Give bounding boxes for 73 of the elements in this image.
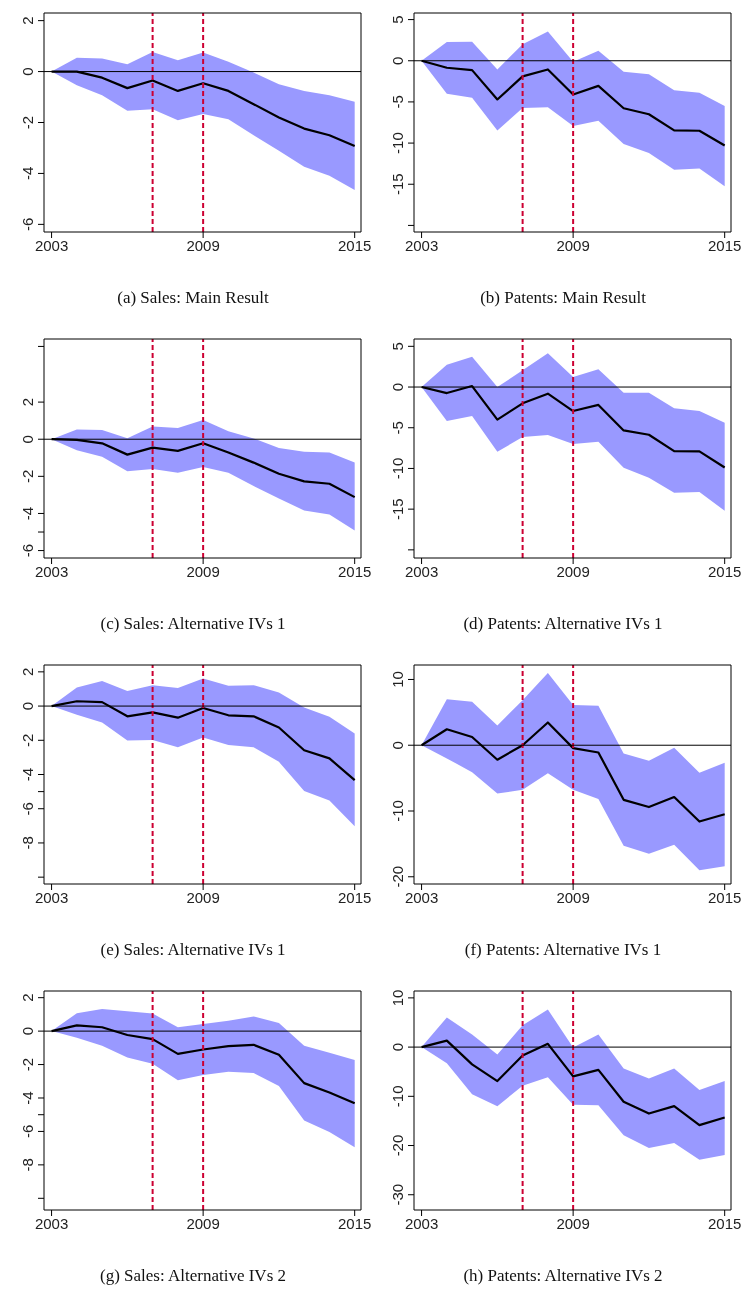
text: (e) Sales: Alternative IVs 1 xyxy=(99,940,287,960)
y-tick-label: -2 xyxy=(19,469,36,484)
text: (g) Sales: Alternative IVs 2 xyxy=(99,1266,287,1286)
y-tick-label: -4 xyxy=(19,506,36,521)
x-tick-label: 2015 xyxy=(338,562,372,580)
y-tick-label: -6 xyxy=(19,543,36,558)
y-tick-label: -15 xyxy=(389,173,406,196)
y-tick-label: -15 xyxy=(389,498,406,520)
x-tick-label: 2003 xyxy=(34,562,69,580)
x-tick-label: 2009 xyxy=(186,236,220,254)
y-tick-label: -20 xyxy=(389,1134,406,1157)
text: (b) Patents: Main Result xyxy=(479,288,647,308)
y-tick-label: 0 xyxy=(19,435,36,444)
x-tick-label: 2015 xyxy=(338,236,372,254)
x-tick-label: 2003 xyxy=(404,236,439,254)
y-tick-label: 0 xyxy=(19,67,36,76)
text: (d) Patents: Alternative IVs 1 xyxy=(462,614,664,634)
y-tick-label: -6 xyxy=(19,802,36,816)
y-tick-label: 10 xyxy=(389,989,406,1007)
y-tick-label: 2 xyxy=(19,16,36,25)
y-tick-label: -4 xyxy=(19,166,36,181)
text: (c) Sales: Alternative IVs 1 xyxy=(99,614,287,634)
y-tick-label: -8 xyxy=(19,1158,36,1172)
y-tick-label: -5 xyxy=(389,421,406,435)
x-tick-label: 2009 xyxy=(556,562,590,580)
y-tick-label: -4 xyxy=(19,1091,36,1105)
y-tick-label: -2 xyxy=(19,115,36,130)
y-tick-label: -10 xyxy=(389,800,406,822)
y-tick-label: -8 xyxy=(19,836,36,850)
x-tick-label: 2009 xyxy=(186,888,220,906)
y-tick-label: -30 xyxy=(389,1183,406,1206)
x-tick-label: 2003 xyxy=(34,1214,69,1232)
x-tick-label: 2015 xyxy=(338,888,372,906)
x-tick-label: 2003 xyxy=(404,562,439,580)
y-tick-label: 5 xyxy=(389,15,406,24)
x-tick-label: 2015 xyxy=(708,562,742,580)
y-tick-label: -10 xyxy=(389,1085,406,1108)
x-tick-label: 2009 xyxy=(556,236,590,254)
y-tick-label: 0 xyxy=(389,382,406,392)
y-tick-label: -10 xyxy=(389,457,406,480)
x-tick-label: 2015 xyxy=(708,888,742,906)
y-tick-label: 2 xyxy=(19,993,36,1002)
y-tick-label: 2 xyxy=(19,667,36,677)
y-tick-label: -2 xyxy=(19,1057,36,1072)
y-tick-label: 10 xyxy=(389,671,406,688)
y-tick-label: -20 xyxy=(389,865,406,888)
x-tick-label: 2015 xyxy=(708,1214,742,1232)
x-tick-label: 2009 xyxy=(186,1214,220,1232)
y-tick-label: 0 xyxy=(389,741,406,750)
x-tick-label: 2009 xyxy=(186,562,220,580)
text: (a) Sales: Main Result xyxy=(116,288,270,308)
y-tick-label: 0 xyxy=(389,1042,406,1052)
x-tick-label: 2009 xyxy=(556,1214,590,1232)
y-tick-label: -10 xyxy=(389,132,406,154)
y-tick-label: -4 xyxy=(19,767,36,782)
y-tick-label: 5 xyxy=(389,342,406,351)
text: (f) Patents: Alternative IVs 1 xyxy=(463,940,663,960)
y-tick-label: 0 xyxy=(19,1026,36,1036)
x-tick-label: 2009 xyxy=(556,888,590,906)
text: (h) Patents: Alternative IVs 2 xyxy=(462,1266,664,1286)
x-tick-label: 2003 xyxy=(34,888,69,906)
y-tick-label: -6 xyxy=(19,217,36,232)
y-tick-label: -6 xyxy=(19,1124,36,1139)
y-tick-label: 2 xyxy=(19,397,36,407)
y-tick-label: -2 xyxy=(19,733,36,747)
y-tick-label: 0 xyxy=(389,56,406,65)
x-tick-label: 2003 xyxy=(34,236,69,254)
x-tick-label: 2015 xyxy=(338,1214,372,1232)
y-tick-label: 0 xyxy=(19,701,36,711)
x-tick-label: 2003 xyxy=(404,1214,439,1232)
x-tick-label: 2015 xyxy=(708,236,742,254)
x-tick-label: 2003 xyxy=(404,888,439,906)
y-tick-label: -5 xyxy=(389,95,406,109)
